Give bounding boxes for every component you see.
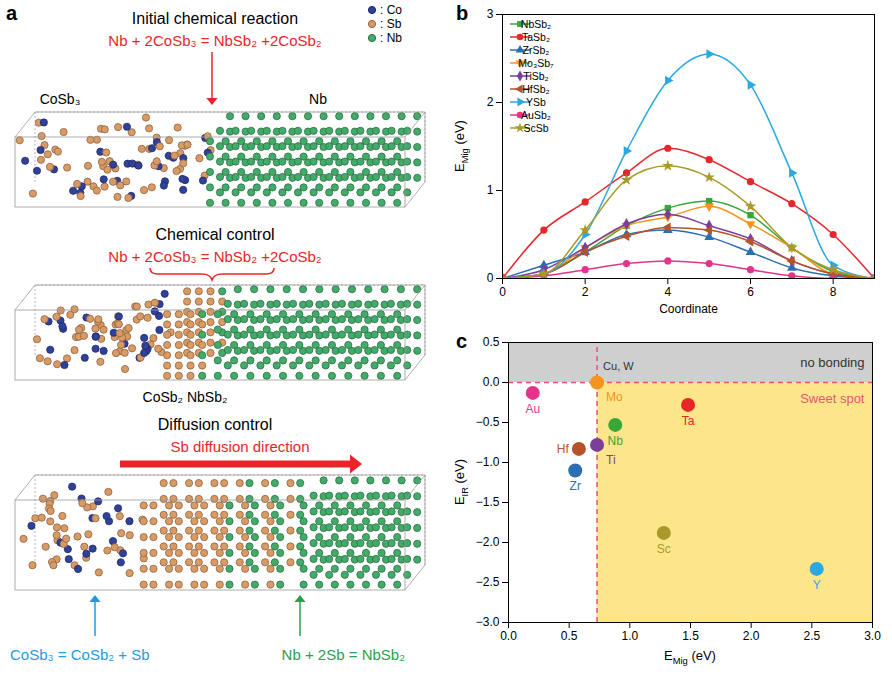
svg-text:NbSb₂: NbSb₂ xyxy=(521,18,551,30)
svg-text:EIR (eV): EIR (eV) xyxy=(452,459,470,505)
svg-text:−2.5: −2.5 xyxy=(476,575,500,589)
svg-text:1: 1 xyxy=(487,183,494,197)
svg-text:Sb diffusion direction: Sb diffusion direction xyxy=(171,438,310,455)
svg-text:Initial chemical reaction: Initial chemical reaction xyxy=(132,10,298,27)
svg-text:CoSb₃: CoSb₃ xyxy=(40,91,81,107)
svg-text:1.0: 1.0 xyxy=(621,629,638,643)
svg-text:−2.0: −2.0 xyxy=(476,535,500,549)
svg-text:Cu, W: Cu, W xyxy=(603,360,634,372)
svg-text:Zr: Zr xyxy=(570,479,581,493)
svg-text:0.5: 0.5 xyxy=(561,629,578,643)
svg-text:ZrSb₂: ZrSb₂ xyxy=(523,44,550,56)
svg-text:EMig (eV): EMig (eV) xyxy=(452,120,470,172)
svg-text:−1.5: −1.5 xyxy=(476,495,500,509)
svg-text:1.5: 1.5 xyxy=(682,629,699,643)
svg-text:ScSb: ScSb xyxy=(523,122,548,134)
svg-text:2: 2 xyxy=(582,285,589,299)
html-text:b: b xyxy=(456,2,469,24)
svg-text:Hf: Hf xyxy=(557,442,570,456)
svg-text:Sweet spot: Sweet spot xyxy=(800,391,865,406)
svg-text:: Nb: : Nb xyxy=(380,31,402,45)
svg-text:3.0: 3.0 xyxy=(864,629,881,643)
svg-text:CoSb₃ = CoSb₂ + Sb: CoSb₃ = CoSb₂ + Sb xyxy=(10,646,150,663)
svg-text:TiSb₂: TiSb₂ xyxy=(523,70,548,82)
svg-text:Y: Y xyxy=(813,578,821,592)
svg-text:TaSb₂: TaSb₂ xyxy=(522,31,550,43)
svg-text:8: 8 xyxy=(830,285,837,299)
svg-text:Nb + 2Sb = NbSb₂: Nb + 2Sb = NbSb₂ xyxy=(282,646,406,663)
svg-text:0.0: 0.0 xyxy=(500,629,517,643)
html-text:c: c xyxy=(456,330,468,352)
svg-text:Coordinate: Coordinate xyxy=(659,302,718,316)
svg-text:−1.0: −1.0 xyxy=(476,455,500,469)
svg-text:Mo: Mo xyxy=(606,390,623,404)
svg-text:−0.5: −0.5 xyxy=(476,415,500,429)
svg-text:Nb + 2CoSb₃ = NbSb₂ +2CoSb₂: Nb + 2CoSb₃ = NbSb₂ +2CoSb₂ xyxy=(108,32,321,49)
svg-text:0.0: 0.0 xyxy=(483,375,500,389)
svg-text:Diffusion control: Diffusion control xyxy=(158,416,272,433)
svg-text:YSb: YSb xyxy=(526,96,546,108)
html-text:a: a xyxy=(6,2,18,24)
svg-text:Nb: Nb xyxy=(309,91,327,107)
svg-text:2.0: 2.0 xyxy=(743,629,760,643)
svg-text:Nb + 2CoSb₃ = NbSb₂ +2CoSb₂: Nb + 2CoSb₃ = NbSb₂ +2CoSb₂ xyxy=(108,248,321,265)
svg-text:0.5: 0.5 xyxy=(483,335,500,349)
svg-text:no bonding: no bonding xyxy=(800,355,864,370)
svg-text:EMig (eV): EMig (eV) xyxy=(664,648,716,666)
svg-text:Chemical control: Chemical control xyxy=(155,226,274,243)
svg-text:0: 0 xyxy=(487,271,494,285)
svg-text:Nb: Nb xyxy=(608,434,624,448)
svg-text:CoSb₂ NbSb₂: CoSb₂ NbSb₂ xyxy=(143,389,228,405)
svg-text:Sc: Sc xyxy=(657,542,671,556)
svg-text:3: 3 xyxy=(487,7,494,21)
svg-text:2: 2 xyxy=(487,95,494,109)
svg-text:AuSb₂: AuSb₂ xyxy=(521,109,551,121)
svg-text:−3.0: −3.0 xyxy=(476,615,500,629)
svg-text:: Co: : Co xyxy=(380,3,402,17)
svg-text:6: 6 xyxy=(747,285,754,299)
svg-text:: Sb: : Sb xyxy=(380,17,402,31)
svg-text:0: 0 xyxy=(499,285,506,299)
svg-text:Mo₃Sb₇: Mo₃Sb₇ xyxy=(518,57,554,69)
svg-text:2.5: 2.5 xyxy=(803,629,820,643)
svg-text:Au: Au xyxy=(525,402,540,416)
svg-text:Ta: Ta xyxy=(682,414,695,428)
svg-text:HfSb₂: HfSb₂ xyxy=(522,83,549,95)
svg-text:Ti: Ti xyxy=(606,453,616,467)
svg-text:4: 4 xyxy=(664,285,671,299)
